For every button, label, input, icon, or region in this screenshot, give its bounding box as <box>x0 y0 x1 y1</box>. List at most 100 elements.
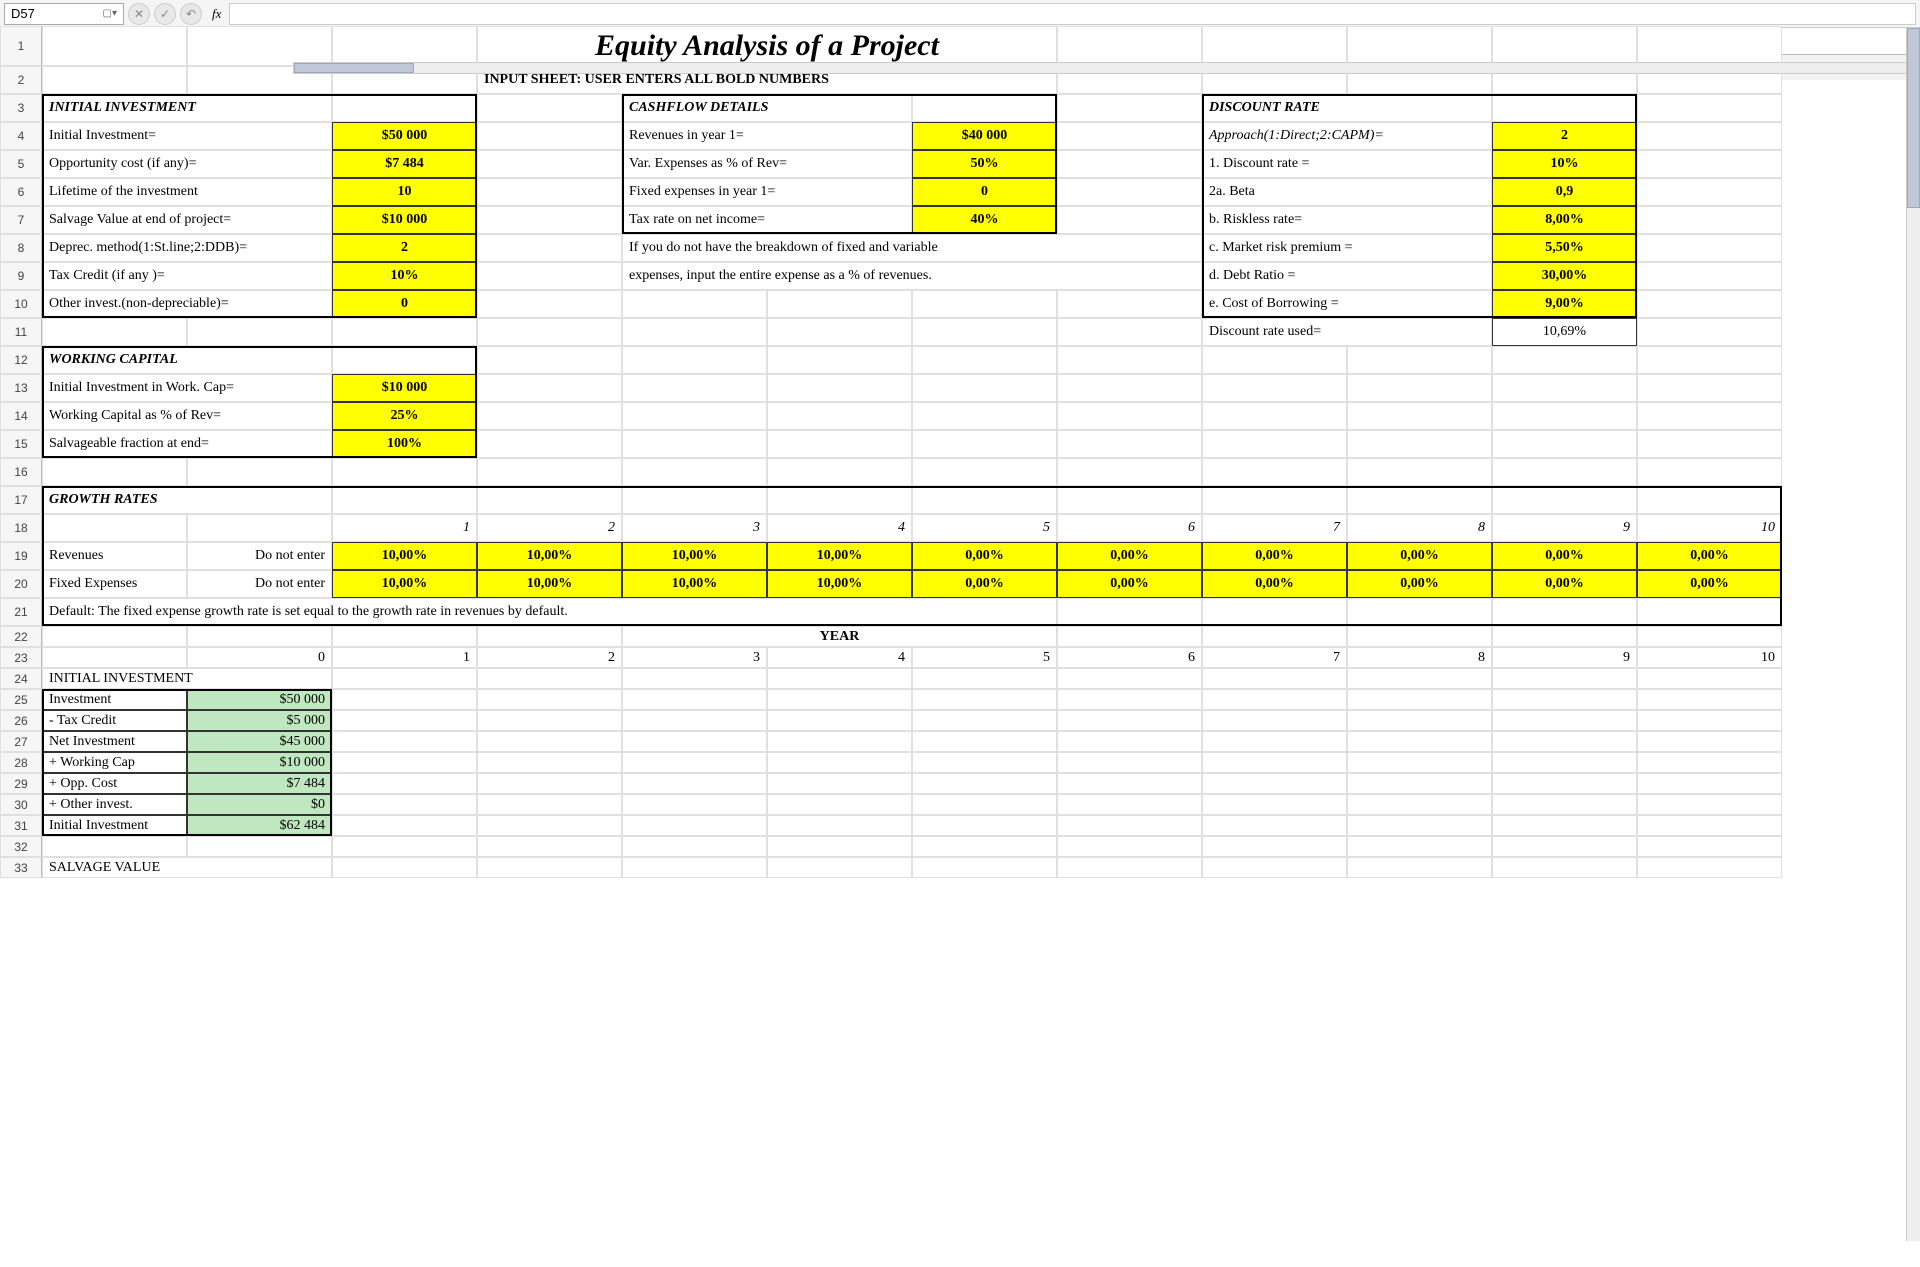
cell-E18[interactable]: 3 <box>622 514 767 542</box>
cell-F26[interactable] <box>767 710 912 731</box>
cell-K29[interactable] <box>1492 773 1637 794</box>
cell-H27[interactable] <box>1057 731 1202 752</box>
cell-I20[interactable]: 0,00% <box>1202 570 1347 598</box>
spreadsheet-body[interactable]: 1Equity Analysis of a Project2INPUT SHEE… <box>0 26 1920 878</box>
cell-A4[interactable]: Initial Investment= <box>42 122 332 150</box>
cell-H28[interactable] <box>1057 752 1202 773</box>
cell-A6[interactable]: Lifetime of the investment <box>42 178 332 206</box>
cell-G27[interactable] <box>912 731 1057 752</box>
cell-G7[interactable]: 40% <box>912 206 1057 234</box>
cell-G11[interactable] <box>912 318 1057 346</box>
row-head-6[interactable]: 6 <box>0 178 42 206</box>
row-head-7[interactable]: 7 <box>0 206 42 234</box>
cell-A9[interactable]: Tax Credit (if any )= <box>42 262 332 290</box>
cell-B11[interactable] <box>187 318 332 346</box>
cell-F15[interactable] <box>767 430 912 458</box>
fx-label[interactable]: fx <box>212 6 221 22</box>
cell-E28[interactable] <box>622 752 767 773</box>
cell-G17[interactable] <box>912 486 1057 514</box>
cell-K27[interactable] <box>1492 731 1637 752</box>
cell-L28[interactable] <box>1637 752 1782 773</box>
cell-L19[interactable]: 0,00% <box>1637 542 1782 570</box>
cell-J31[interactable] <box>1347 815 1492 836</box>
cell-J26[interactable] <box>1347 710 1492 731</box>
cell-D19[interactable]: 10,00% <box>477 542 622 570</box>
cell-G23[interactable]: 5 <box>912 647 1057 668</box>
cell-B26[interactable]: $5 000 <box>187 710 332 731</box>
cell-L14[interactable] <box>1637 402 1782 430</box>
row-head-4[interactable]: 4 <box>0 122 42 150</box>
cell-H19[interactable]: 0,00% <box>1057 542 1202 570</box>
cell-L4[interactable] <box>1637 122 1782 150</box>
cell-G33[interactable] <box>912 857 1057 878</box>
cell-E32[interactable] <box>622 836 767 857</box>
cell-G4[interactable]: $40 000 <box>912 122 1057 150</box>
cell-L22[interactable] <box>1637 626 1782 647</box>
row-head-30[interactable]: 30 <box>0 794 42 815</box>
cell-I31[interactable] <box>1202 815 1347 836</box>
cell-A19[interactable]: Revenues <box>42 542 187 570</box>
cell-D12[interactable] <box>477 346 622 374</box>
cell-C7[interactable]: $10 000 <box>332 206 477 234</box>
cell-C16[interactable] <box>332 458 477 486</box>
row-head-19[interactable]: 19 <box>0 542 42 570</box>
cell-I25[interactable] <box>1202 689 1347 710</box>
cell-F27[interactable] <box>767 731 912 752</box>
cell-E8[interactable]: If you do not have the breakdown of fixe… <box>622 234 1202 262</box>
cell-C15[interactable]: 100% <box>332 430 477 458</box>
row-head-17[interactable]: 17 <box>0 486 42 514</box>
cell-I14[interactable] <box>1202 402 1347 430</box>
cell-H7[interactable] <box>1057 206 1202 234</box>
cell-J33[interactable] <box>1347 857 1492 878</box>
cell-F24[interactable] <box>767 668 912 689</box>
cell-A23[interactable] <box>42 647 187 668</box>
cell-F25[interactable] <box>767 689 912 710</box>
cell-H20[interactable]: 0,00% <box>1057 570 1202 598</box>
cell-K11[interactable]: 10,69% <box>1492 318 1637 346</box>
cell-K12[interactable] <box>1492 346 1637 374</box>
cell-E6[interactable]: Fixed expenses in year 1= <box>622 178 912 206</box>
cell-C27[interactable] <box>332 731 477 752</box>
cell-D11[interactable] <box>477 318 622 346</box>
cell-F32[interactable] <box>767 836 912 857</box>
cell-K19[interactable]: 0,00% <box>1492 542 1637 570</box>
cell-A30[interactable]: + Other invest. <box>42 794 187 815</box>
horizontal-scrollbar[interactable] <box>293 62 1920 74</box>
cell-K6[interactable]: 0,9 <box>1492 178 1637 206</box>
cell-B20[interactable]: Do not enter <box>187 570 332 598</box>
cell-L11[interactable] <box>1637 318 1782 346</box>
cell-D14[interactable] <box>477 402 622 430</box>
cell-L25[interactable] <box>1637 689 1782 710</box>
cell-A21[interactable]: Default: The fixed expense growth rate i… <box>42 598 1057 626</box>
cell-I19[interactable]: 0,00% <box>1202 542 1347 570</box>
name-box[interactable]: D57 ▢▾ <box>4 3 124 25</box>
cell-I15[interactable] <box>1202 430 1347 458</box>
cell-H3[interactable] <box>1057 94 1202 122</box>
cell-H22[interactable] <box>1057 626 1202 647</box>
cell-B25[interactable]: $50 000 <box>187 689 332 710</box>
cell-I8[interactable]: c. Market risk premium = <box>1202 234 1492 262</box>
row-head-26[interactable]: 26 <box>0 710 42 731</box>
cell-J1[interactable] <box>1347 26 1492 66</box>
cell-K26[interactable] <box>1492 710 1637 731</box>
cell-H26[interactable] <box>1057 710 1202 731</box>
cell-E27[interactable] <box>622 731 767 752</box>
cell-K24[interactable] <box>1492 668 1637 689</box>
cell-A11[interactable] <box>42 318 187 346</box>
row-head-8[interactable]: 8 <box>0 234 42 262</box>
cell-G29[interactable] <box>912 773 1057 794</box>
cell-A33[interactable]: SALVAGE VALUE <box>42 857 332 878</box>
row-head-16[interactable]: 16 <box>0 458 42 486</box>
cell-E15[interactable] <box>622 430 767 458</box>
row-head-5[interactable]: 5 <box>0 150 42 178</box>
cell-D15[interactable] <box>477 430 622 458</box>
cell-A26[interactable]: - Tax Credit <box>42 710 187 731</box>
cell-B16[interactable] <box>187 458 332 486</box>
cell-C4[interactable]: $50 000 <box>332 122 477 150</box>
cell-L7[interactable] <box>1637 206 1782 234</box>
cell-I30[interactable] <box>1202 794 1347 815</box>
cell-A5[interactable]: Opportunity cost (if any)= <box>42 150 332 178</box>
cell-J32[interactable] <box>1347 836 1492 857</box>
cell-A28[interactable]: + Working Cap <box>42 752 187 773</box>
cell-L31[interactable] <box>1637 815 1782 836</box>
